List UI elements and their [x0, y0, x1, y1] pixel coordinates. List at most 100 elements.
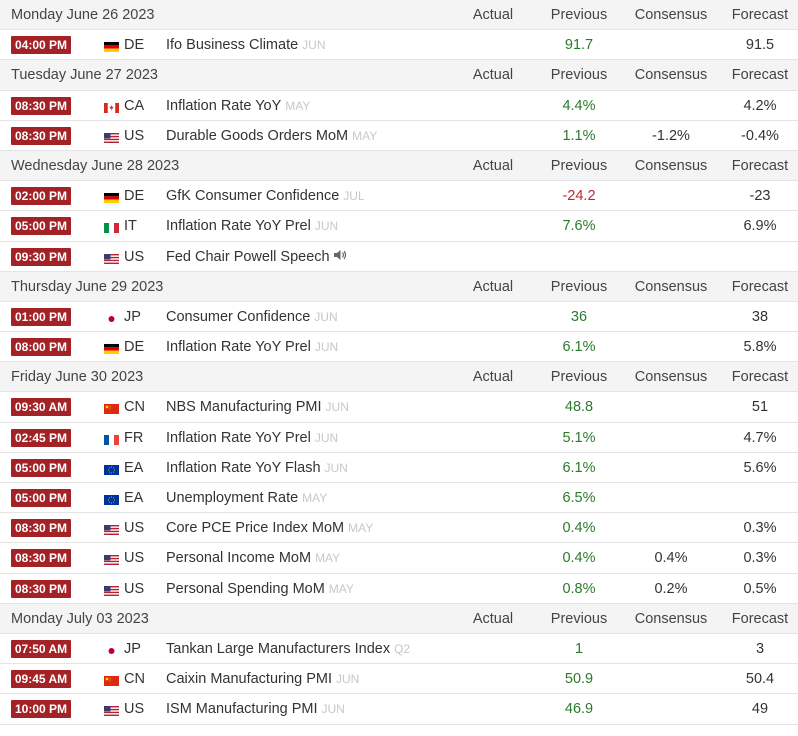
- column-header-previous: Previous: [550, 67, 608, 84]
- event-name-cell: Personal Spending MoM MAY: [166, 581, 354, 597]
- event-name-cell: NBS Manufacturing PMI JUN: [166, 399, 349, 415]
- time-badge: 07:50 AM: [11, 639, 71, 658]
- country-code: JP: [124, 640, 141, 657]
- reference-period: JUN: [314, 340, 339, 355]
- reference-period: MAY: [328, 581, 354, 596]
- day-date: Friday June 30 2023: [11, 369, 144, 386]
- country-code: CA: [124, 97, 145, 114]
- forecast-value: 0.3%: [743, 520, 777, 537]
- country-code: US: [124, 127, 145, 144]
- reference-period: MAY: [302, 491, 328, 505]
- event-row[interactable]: 09:30 PM US Fed Chair Powell Speech: [0, 241, 798, 272]
- event-row[interactable]: 05:00 PM EA Unemployment Rate MAY 6.5%: [0, 483, 798, 514]
- country-code: US: [124, 520, 145, 537]
- time-badge: 08:30 PM: [11, 96, 71, 115]
- country-code: US: [124, 248, 145, 265]
- previous-value: 4.4%: [562, 97, 596, 114]
- country-code: US: [124, 580, 145, 597]
- event-row[interactable]: 08:30 PM US Personal Income MoM MAY 0.4% 0.4%…: [0, 543, 798, 574]
- event-row[interactable]: 08:30 PM CA Inflation Rate YoY MAY 4.4% 4.2%: [0, 90, 798, 121]
- event-name-cell: Durable Goods Orders MoM MAY: [166, 128, 377, 144]
- time-badge: 09:30 PM: [11, 247, 71, 266]
- flag-eu-icon: [104, 493, 119, 505]
- event-name-link[interactable]: Durable Goods Orders MoM: [166, 127, 349, 144]
- event-name-link[interactable]: Inflation Rate YoY Prel: [166, 218, 311, 235]
- event-row[interactable]: 07:50 AM JP Tankan Large Manufacturers Ind…: [0, 633, 798, 665]
- event-row[interactable]: 10:00 PM US ISM Manufacturing PMI JUN 46.9 49: [0, 694, 798, 725]
- event-row[interactable]: 09:30 AM CN NBS Manufacturing PMI JUN 48.8 51: [0, 392, 798, 423]
- event-name-link[interactable]: Unemployment Rate: [166, 490, 299, 506]
- forecast-value: 0.3%: [743, 550, 777, 567]
- time-badge: 08:30 PM: [11, 549, 71, 568]
- event-row[interactable]: 08:30 PM US Personal Spending MoM MAY 0.8% 0.…: [0, 573, 798, 604]
- forecast-value: 4.2%: [743, 97, 777, 114]
- country-code: DE: [124, 339, 145, 356]
- event-row[interactable]: 02:00 PM DE GfK Consumer Confidence JUL -24.…: [0, 181, 798, 212]
- event-row[interactable]: 05:00 PM EA Inflation Rate YoY Flash JUN 6.1…: [0, 452, 798, 483]
- reference-period: MAY: [285, 98, 311, 113]
- flag-usa-icon: [104, 131, 119, 143]
- event-name-link[interactable]: Tankan Large Manufacturers Index: [166, 640, 391, 657]
- event-name-link[interactable]: ISM Manufacturing PMI: [166, 701, 318, 718]
- event-name-link[interactable]: Inflation Rate YoY Prel: [166, 339, 311, 356]
- event-row[interactable]: 09:45 AM CN Caixin Manufacturing PMI JUN 50.…: [0, 664, 798, 695]
- time-badge: 05:00 PM: [11, 489, 71, 507]
- time-badge: 04:00 PM: [11, 36, 71, 55]
- event-row[interactable]: 08:30 PM US Durable Goods Orders MoM MAY 1.1…: [0, 120, 798, 151]
- flag-usa-icon: [104, 704, 119, 717]
- previous-value: -24.2: [562, 188, 596, 205]
- forecast-value: 5.6%: [743, 459, 777, 476]
- event-row[interactable]: 05:00 PM IT Inflation Rate YoY Prel JUN 7.6%…: [0, 211, 798, 242]
- column-header-previous: Previous: [550, 369, 608, 386]
- flag-germany-icon: [104, 342, 119, 355]
- time-badge: 05:00 PM: [11, 217, 71, 236]
- event-name-link[interactable]: NBS Manufacturing PMI: [166, 399, 322, 416]
- event-name-link[interactable]: Consumer Confidence: [166, 308, 311, 325]
- day-date: Monday June 26 2023: [11, 7, 155, 23]
- event-name-cell: Tankan Large Manufacturers Index Q2: [166, 641, 410, 657]
- speaker-icon: [333, 249, 347, 265]
- reference-period: JUN: [324, 460, 348, 475]
- forecast-value: 3: [755, 640, 765, 657]
- forecast-value: 6.9%: [743, 218, 777, 235]
- day-date: Wednesday June 28 2023: [11, 157, 180, 174]
- consensus-value: 0.2%: [654, 580, 688, 597]
- event-name-link[interactable]: Fed Chair Powell Speech: [166, 248, 330, 265]
- previous-value: 6.1%: [562, 459, 596, 476]
- event-name-link[interactable]: Ifo Business Climate: [166, 37, 299, 54]
- event-row[interactable]: 08:00 PM DE Inflation Rate YoY Prel JUN 6.1%…: [0, 332, 798, 363]
- event-name-link[interactable]: GfK Consumer Confidence: [166, 188, 340, 205]
- event-row[interactable]: 01:00 PM JP Consumer Confidence JUN 36 38: [0, 301, 798, 333]
- flag-italy-icon: [104, 221, 119, 234]
- previous-value: 0.4%: [562, 550, 596, 567]
- flag-france-icon: [104, 433, 119, 445]
- flag-usa-icon: [104, 553, 119, 566]
- event-name-link[interactable]: Caixin Manufacturing PMI: [166, 671, 333, 688]
- flag-china-icon: [104, 402, 119, 415]
- event-name-link[interactable]: Inflation Rate YoY Flash: [166, 459, 321, 476]
- event-row[interactable]: 08:30 PM US Core PCE Price Index MoM MAY 0.4…: [0, 513, 798, 544]
- reference-period: MAY: [352, 128, 378, 143]
- column-header-previous: Previous: [550, 157, 608, 174]
- day-header: Monday July 03 2023 Actual Previous Consens…: [0, 603, 798, 634]
- event-name-link[interactable]: Personal Spending MoM: [166, 580, 325, 597]
- event-name-link[interactable]: Inflation Rate YoY: [166, 97, 282, 114]
- event-name-cell: Consumer Confidence JUN: [166, 309, 338, 325]
- event-name-link[interactable]: Personal Income MoM: [166, 550, 312, 567]
- event-row[interactable]: 02:45 PM FR Inflation Rate YoY Prel JUN 5.1%…: [0, 422, 798, 453]
- forecast-value: 4.7%: [743, 429, 777, 446]
- forecast-value: 51: [751, 399, 769, 416]
- previous-value: 0.4%: [562, 520, 596, 537]
- previous-value: 46.9: [564, 701, 594, 718]
- consensus-value: -1.2%: [652, 127, 690, 144]
- event-name-link[interactable]: Core PCE Price Index MoM: [166, 520, 345, 537]
- day-header: Monday June 26 2023 Actual Previous Consens…: [0, 0, 798, 31]
- day-date: Monday July 03 2023: [11, 610, 149, 627]
- forecast-value: 49: [751, 701, 769, 718]
- country-code: IT: [124, 218, 137, 235]
- event-name-link[interactable]: Inflation Rate YoY Prel: [166, 429, 311, 446]
- event-row[interactable]: 04:00 PM DE Ifo Business Climate JUN 91.7 91.…: [0, 30, 798, 61]
- reference-period: JUN: [325, 400, 349, 415]
- country-code: US: [124, 550, 145, 567]
- country-code: JP: [124, 308, 141, 325]
